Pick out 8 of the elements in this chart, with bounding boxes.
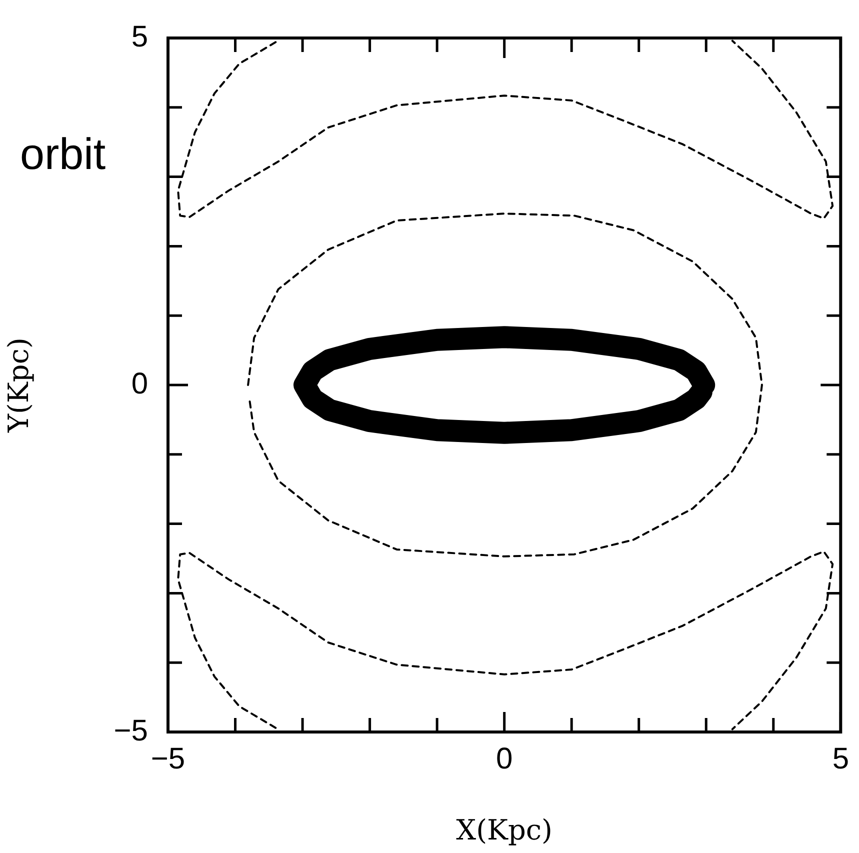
y-tick-label: −5 (114, 714, 148, 748)
x-axis-title: X(Kpc) (456, 813, 552, 846)
text: orbit (20, 130, 106, 180)
y-axis-title: Y(Kpc) (2, 338, 36, 434)
x-tick-label: 0 (496, 742, 513, 776)
y-tick-label: 5 (131, 20, 148, 54)
x-tick-label: 5 (832, 742, 849, 776)
y-tick-label: 0 (131, 367, 148, 400)
